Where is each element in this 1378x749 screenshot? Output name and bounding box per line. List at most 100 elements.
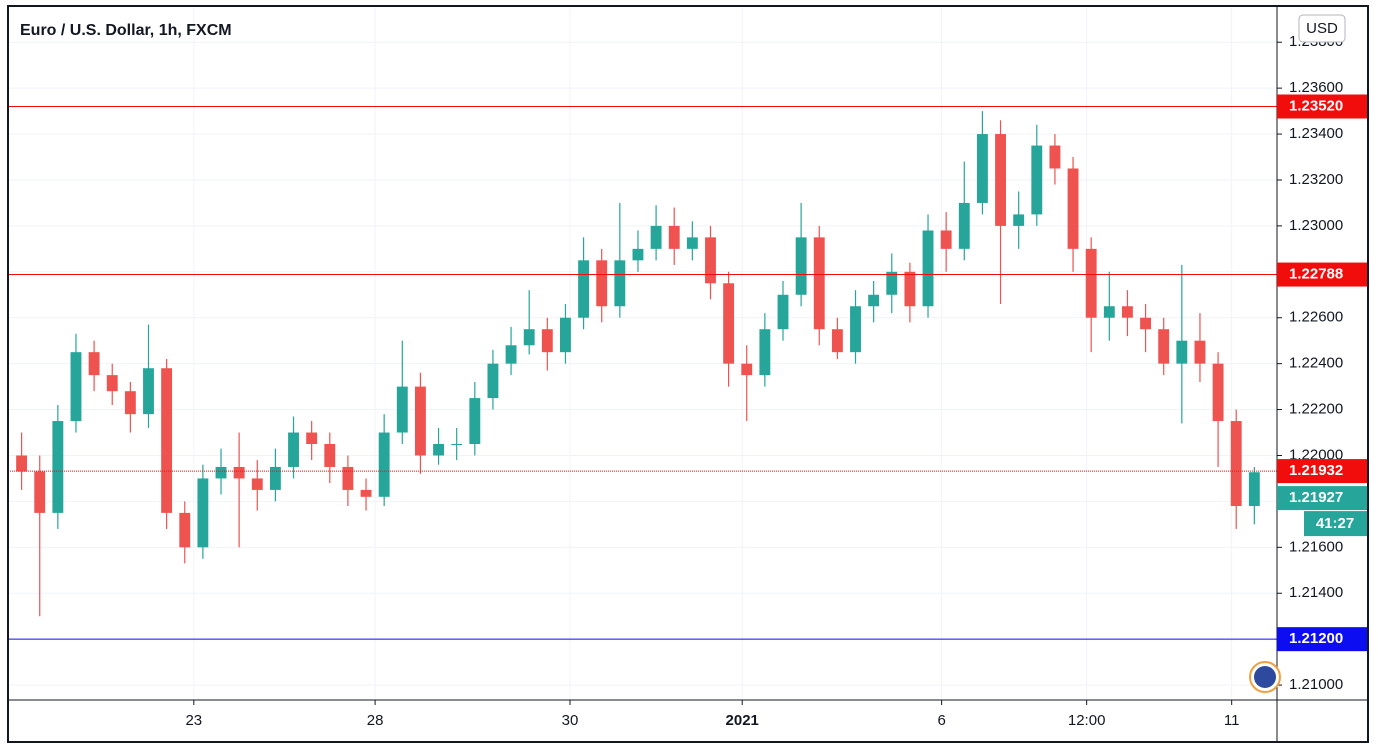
y-tick-label: 1.21400 bbox=[1289, 584, 1343, 601]
grid bbox=[8, 8, 1277, 700]
price-line-badge bbox=[1277, 459, 1367, 484]
y-tick-label: 1.23200 bbox=[1289, 171, 1343, 188]
candle-body bbox=[705, 237, 716, 284]
price-line-label: 1.21200 bbox=[1289, 630, 1343, 647]
x-tick-label: 6 bbox=[937, 712, 945, 729]
candle-body bbox=[324, 444, 336, 467]
candle-body bbox=[940, 230, 952, 249]
x-tick-label: 28 bbox=[367, 712, 384, 729]
axis-labels: 1.210001.212001.214001.216001.218001.220… bbox=[185, 33, 1367, 729]
candle-body bbox=[88, 352, 100, 376]
candle-body bbox=[850, 306, 861, 353]
candle-body bbox=[958, 202, 970, 249]
candle-body bbox=[106, 375, 118, 392]
candle-body bbox=[523, 329, 535, 346]
candle-body bbox=[777, 294, 789, 330]
candle-body bbox=[596, 260, 608, 307]
candle-body bbox=[1049, 145, 1061, 169]
price-lines bbox=[8, 105, 1277, 640]
candle-body bbox=[1248, 472, 1260, 506]
candle-body bbox=[741, 363, 753, 376]
candle-body bbox=[306, 432, 318, 445]
candle-body bbox=[360, 489, 372, 497]
candle-body bbox=[143, 368, 154, 415]
candle-body bbox=[433, 444, 444, 456]
candle-body bbox=[995, 134, 1006, 226]
x-tick-label: 12:00 bbox=[1068, 712, 1106, 729]
last-price-badge bbox=[1277, 486, 1367, 511]
x-tick-label: 11 bbox=[1224, 712, 1240, 729]
y-tick-label: 1.23400 bbox=[1289, 125, 1343, 142]
y-tick-label: 1.22200 bbox=[1289, 401, 1343, 418]
x-tick-label: 23 bbox=[185, 712, 202, 729]
price-line-label: 1.21932 bbox=[1289, 462, 1343, 479]
price-line-label: 1.23520 bbox=[1289, 97, 1343, 114]
candle-body bbox=[560, 317, 571, 353]
candle-body bbox=[813, 237, 825, 330]
candle-body bbox=[650, 225, 662, 249]
candle-body bbox=[161, 368, 173, 513]
candle-body bbox=[487, 363, 499, 399]
x-tick-label: 2021 bbox=[726, 712, 759, 729]
candle-body bbox=[505, 345, 517, 364]
candle-body bbox=[1103, 306, 1115, 318]
currency-badge[interactable] bbox=[1298, 14, 1346, 43]
candle-body bbox=[614, 260, 626, 307]
candle-body bbox=[1067, 168, 1079, 249]
candle-body bbox=[70, 352, 82, 422]
candle-body bbox=[904, 271, 916, 307]
candle-body bbox=[197, 478, 209, 548]
candle-body bbox=[179, 512, 191, 548]
y-tick-label: 1.21600 bbox=[1289, 538, 1343, 555]
candle-body bbox=[288, 432, 299, 467]
candle-body bbox=[414, 386, 426, 456]
candle-body bbox=[578, 260, 590, 318]
candle-body bbox=[541, 329, 553, 353]
frame bbox=[7, 5, 1369, 743]
candle-body bbox=[1158, 329, 1170, 364]
y-tick-label: 1.23000 bbox=[1289, 217, 1343, 234]
candle-body bbox=[342, 466, 354, 490]
logo bbox=[1249, 661, 1281, 693]
candle-body bbox=[868, 294, 880, 307]
x-tick-label: 30 bbox=[562, 712, 579, 729]
candle-body bbox=[396, 386, 408, 433]
candle-body bbox=[886, 271, 898, 295]
price-line-badge bbox=[1277, 627, 1367, 652]
last-price-label: 1.21927 bbox=[1289, 489, 1343, 506]
countdown-badge bbox=[1304, 511, 1367, 537]
price-line-badge bbox=[1277, 94, 1367, 119]
candle-body bbox=[269, 466, 281, 490]
candle-body bbox=[1013, 214, 1025, 226]
candle-body bbox=[1176, 340, 1188, 364]
candle-body bbox=[233, 466, 245, 479]
chart-title: Euro / U.S. Dollar, 1h, FXCM bbox=[20, 22, 232, 39]
candle-body bbox=[1122, 306, 1133, 318]
candle-body bbox=[723, 283, 735, 364]
currency-label: USD bbox=[1306, 20, 1338, 37]
candle-body bbox=[469, 398, 481, 445]
candle-body bbox=[976, 134, 988, 203]
candle-body bbox=[1140, 317, 1152, 330]
candle-body bbox=[451, 444, 463, 446]
candle-body bbox=[378, 432, 390, 497]
candle-body bbox=[1085, 248, 1097, 318]
candle-body bbox=[16, 455, 28, 472]
candle-body bbox=[52, 421, 64, 513]
candle-body bbox=[668, 225, 680, 249]
countdown-label: 41:27 bbox=[1316, 515, 1354, 532]
price-line-label: 1.22788 bbox=[1289, 266, 1343, 283]
y-tick-label: 1.21000 bbox=[1289, 676, 1343, 693]
candle-body bbox=[215, 466, 227, 479]
candle-body bbox=[686, 237, 698, 249]
candle-body bbox=[1194, 340, 1206, 364]
price-line-badge bbox=[1277, 262, 1367, 287]
y-tick-label: 1.22600 bbox=[1289, 309, 1343, 326]
candle-body bbox=[1230, 421, 1242, 506]
y-tick-label: 1.22400 bbox=[1289, 355, 1343, 372]
candle-body bbox=[831, 329, 843, 353]
y-tick-label: 1.23600 bbox=[1289, 79, 1343, 96]
candle-body bbox=[1212, 363, 1224, 422]
